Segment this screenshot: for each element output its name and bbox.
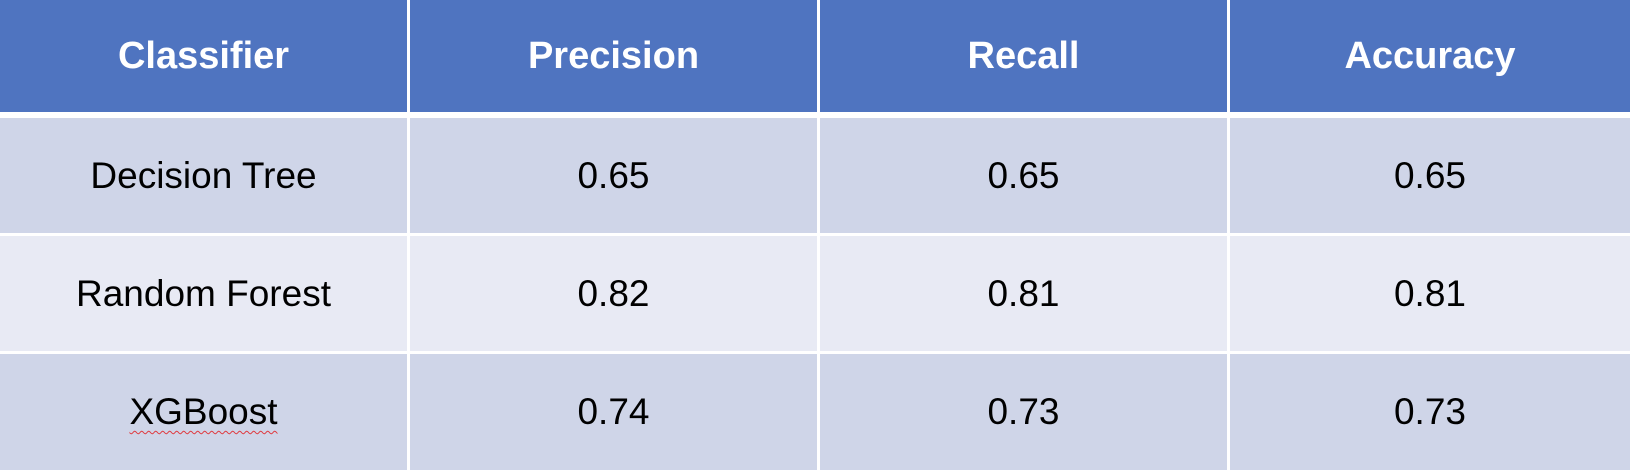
cell-recall[interactable]: 0.73 xyxy=(820,354,1230,470)
cell-recall[interactable]: 0.65 xyxy=(820,118,1230,236)
cell-classifier[interactable]: Decision Tree xyxy=(0,118,410,236)
cell-accuracy[interactable]: 0.73 xyxy=(1230,354,1630,470)
table-row: Random Forest 0.82 0.81 0.81 xyxy=(0,236,1630,354)
table-row: Decision Tree 0.65 0.65 0.65 xyxy=(0,118,1630,236)
header-accuracy: Accuracy xyxy=(1230,0,1630,118)
cell-precision[interactable]: 0.74 xyxy=(410,354,820,470)
spellcheck-flagged-text: XGBoost xyxy=(129,391,278,432)
cell-classifier[interactable]: XGBoost xyxy=(0,354,410,470)
cell-accuracy[interactable]: 0.65 xyxy=(1230,118,1630,236)
cell-accuracy[interactable]: 0.81 xyxy=(1230,236,1630,354)
header-classifier: Classifier xyxy=(0,0,410,118)
cell-recall[interactable]: 0.81 xyxy=(820,236,1230,354)
cell-classifier[interactable]: Random Forest xyxy=(0,236,410,354)
table-row: XGBoost 0.74 0.73 0.73 xyxy=(0,354,1630,470)
header-row: Classifier Precision Recall Accuracy xyxy=(0,0,1630,118)
header-recall: Recall xyxy=(820,0,1230,118)
cell-precision[interactable]: 0.65 xyxy=(410,118,820,236)
header-precision: Precision xyxy=(410,0,820,118)
cell-precision[interactable]: 0.82 xyxy=(410,236,820,354)
